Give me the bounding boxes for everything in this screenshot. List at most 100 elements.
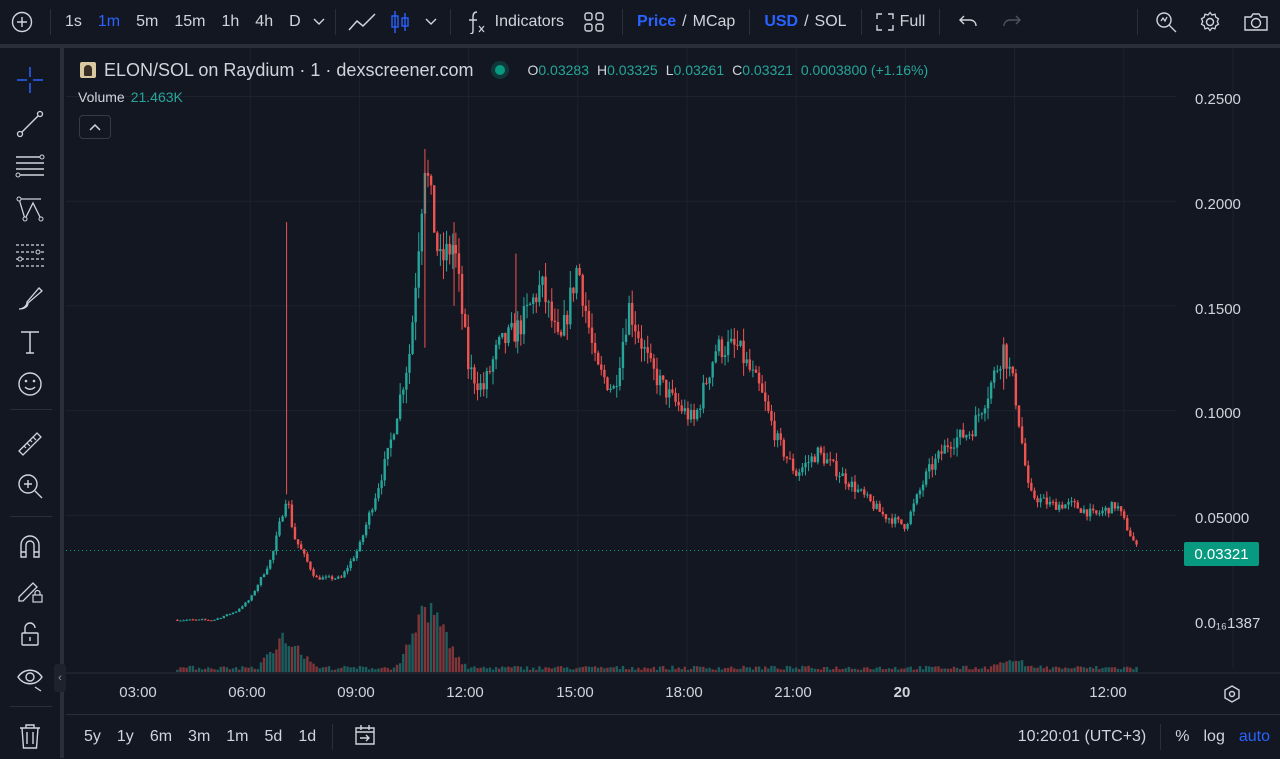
volume-bar [736, 669, 739, 672]
auto-scale-toggle[interactable]: auto [1238, 728, 1270, 745]
currency-toggle[interactable]: USD / SOL [756, 0, 854, 44]
sol-option[interactable]: SOL [814, 13, 847, 30]
volume-bar [745, 667, 748, 672]
text-tool[interactable] [12, 324, 48, 360]
volume-bar [977, 668, 980, 672]
candle-body [519, 320, 523, 335]
emoji-tool[interactable] [12, 366, 48, 402]
timeframe-15m[interactable]: 15m [174, 13, 206, 30]
lock-drawings-tool[interactable] [12, 572, 48, 608]
usd-option[interactable]: USD [764, 13, 799, 30]
hide-drawings-tool[interactable] [12, 660, 48, 696]
range-1m[interactable]: 1m [226, 728, 249, 745]
candle-body [507, 327, 510, 344]
volume-bar [253, 668, 256, 672]
pattern-tool[interactable] [12, 192, 48, 228]
add-symbol-button[interactable] [0, 0, 44, 44]
volume-bar [433, 614, 436, 672]
volume-bar [1027, 666, 1030, 672]
candle-body [921, 484, 925, 491]
remove-drawings-tool[interactable] [12, 718, 48, 754]
candles-chart-type-button[interactable] [382, 0, 418, 44]
candle-body [810, 456, 813, 463]
undo-button[interactable] [946, 0, 990, 44]
toolbar-divider [10, 706, 52, 707]
range-5d[interactable]: 5d [264, 728, 283, 745]
percent-scale-toggle[interactable]: % [1175, 728, 1190, 745]
clock-display[interactable]: 10:20:01 (UTC+3) [1017, 728, 1147, 745]
volume-bar [265, 654, 269, 672]
volume-bar [615, 666, 618, 672]
line-chart-type-button[interactable] [342, 0, 382, 44]
range-1y[interactable]: 1y [116, 728, 134, 745]
candle-body [1067, 502, 1070, 505]
volume-bar [1039, 665, 1042, 672]
settings-hexagon-icon [1224, 685, 1240, 703]
candle-body [825, 459, 829, 464]
volume-bar [562, 667, 566, 672]
volume-bar [330, 669, 334, 672]
candle-body [931, 464, 934, 470]
range-6m[interactable]: 6m [149, 728, 173, 745]
volume-bar [856, 669, 860, 672]
volume-bar [231, 668, 235, 672]
timeframe-4h[interactable]: 4h [255, 13, 274, 30]
fib-tool[interactable] [12, 148, 48, 184]
axis-settings-button[interactable] [1222, 684, 1242, 704]
snapshot-button[interactable] [1232, 0, 1280, 44]
ruler-icon [18, 432, 42, 456]
fullscreen-button[interactable]: Full [868, 0, 934, 44]
price-option[interactable]: Price [637, 13, 677, 30]
toolbar-divider [1160, 724, 1162, 750]
candle-body [646, 347, 649, 353]
high-value: 0.03325 [607, 62, 658, 78]
candle-body [1051, 501, 1055, 503]
timeframe-dropdown[interactable] [309, 0, 329, 44]
goto-date-button[interactable] [345, 723, 385, 752]
magnet-tool[interactable] [12, 528, 48, 564]
candle-body [1092, 508, 1095, 511]
measure-tool[interactable] [12, 426, 48, 462]
redo-button[interactable] [990, 0, 1034, 44]
volume-bar [238, 669, 241, 672]
zoom-tool[interactable] [12, 468, 48, 504]
range-5y[interactable]: 5y [84, 728, 101, 745]
price-chart[interactable] [66, 48, 1280, 712]
candle-body [1085, 509, 1089, 517]
volume-bar [887, 668, 891, 672]
volume-bar [556, 666, 560, 672]
toolbar-divider [622, 9, 624, 35]
range-3m[interactable]: 3m [188, 728, 211, 745]
log-scale-toggle[interactable]: log [1203, 728, 1225, 745]
low-value: 0.03261 [673, 62, 725, 78]
mcap-option[interactable]: MCap [692, 13, 736, 30]
candle-body [352, 558, 355, 562]
volume-bar [1020, 660, 1024, 672]
indicators-button[interactable]: Indicators [457, 0, 572, 44]
candle-body [844, 473, 847, 484]
range-1d[interactable]: 1d [298, 728, 317, 745]
layouts-button[interactable] [572, 0, 616, 44]
timeframe-d[interactable]: D [289, 13, 301, 30]
volume-bar [841, 668, 844, 672]
collapse-legend-button[interactable] [79, 115, 111, 139]
trend-line-tool[interactable] [12, 106, 48, 142]
volume-bar [983, 666, 987, 672]
toolbar-collapse-tab[interactable]: ‹ [54, 664, 66, 692]
timeframe-1m[interactable]: 1m [97, 13, 121, 30]
crosshair-tool[interactable] [12, 62, 48, 98]
symbol-title[interactable]: ELON/SOL on Raydium · 1 · dexscreener.co… [104, 59, 474, 80]
brush-tool[interactable] [12, 280, 48, 316]
timeframe-1h[interactable]: 1h [221, 13, 240, 30]
volume-bar [835, 666, 838, 672]
timeframe-5m[interactable]: 5m [136, 13, 159, 30]
lock-all-tool[interactable] [12, 616, 48, 652]
candle-body [986, 398, 990, 409]
price-mcap-toggle[interactable]: Price / MCap [629, 0, 743, 44]
chart-type-dropdown[interactable] [418, 0, 444, 44]
volume-bar [1107, 667, 1110, 672]
timeframe-1s[interactable]: 1s [65, 13, 82, 30]
quick-search-button[interactable] [1144, 0, 1188, 44]
settings-button[interactable] [1188, 0, 1232, 44]
forecast-tool[interactable] [12, 236, 48, 272]
